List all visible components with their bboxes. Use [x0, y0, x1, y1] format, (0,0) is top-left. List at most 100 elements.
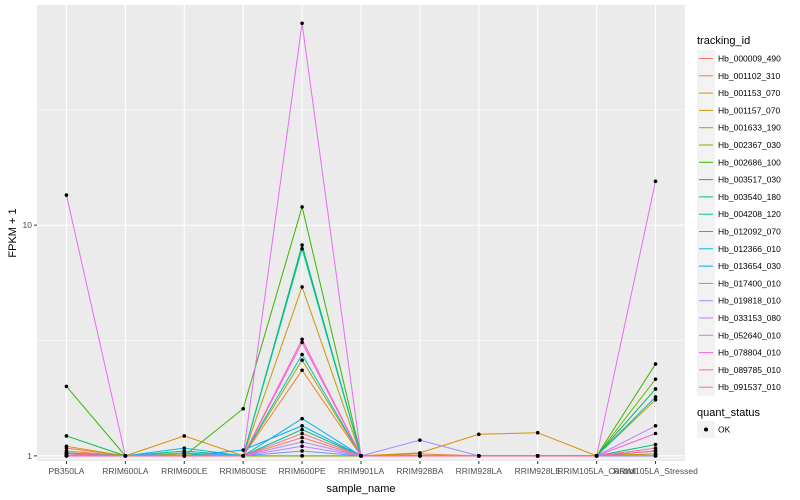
shape-legend-label: OK	[718, 425, 731, 435]
data-point-Hb_000009_490-RRIM600PE	[300, 435, 304, 440]
data-point-Hb_002686_100-RRIM600PE	[300, 205, 304, 209]
legend-item-Hb_000009_490: Hb_000009_490	[697, 50, 781, 67]
x-tick-label: RRIM600SE	[220, 466, 268, 476]
data-point-Hb_091537_010-RRIM105LA_Stressed	[653, 446, 658, 450]
legend-label: Hb_013654_030	[718, 261, 781, 271]
legend-item-Hb_002367_030: Hb_002367_030	[697, 136, 781, 154]
data-point-Hb_052640_010-PB350LA	[64, 193, 69, 197]
legend-label: Hb_033153_080	[718, 313, 781, 323]
data-point-Hb_002686_100-RRIM105LA_Stressed	[653, 362, 658, 366]
legend: tracking_id Hb_000009_490Hb_001102_310Hb…	[697, 35, 781, 438]
data-point-Hb_001153_070-RRIM600LE	[182, 434, 187, 438]
legend-item-Hb_004208_120: Hb_004208_120	[697, 205, 781, 223]
data-point-Hb_003540_180-RRIM600PE	[300, 427, 304, 432]
data-point-Hb_017400_010-RRIM600LE	[182, 451, 187, 455]
data-point-Hb_001153_070-RRIM928BA	[418, 451, 422, 455]
data-point-Hb_033153_080-RRIM600PE	[300, 444, 304, 449]
legend-label: Hb_004208_120	[718, 209, 781, 219]
data-point-Hb_002367_030-RRIM600PE	[300, 454, 304, 458]
data-point-Hb_091537_010-RRIM928LE	[535, 454, 540, 458]
data-point-Hb_091537_010-RRIM901LA	[359, 454, 363, 458]
data-point-Hb_001153_070-RRIM928LE	[535, 430, 540, 435]
y-axis-title: FPKM + 1	[7, 208, 19, 257]
data-point-Hb_091537_010-PB350LA	[64, 452, 69, 456]
legend-item-Hb_013654_030: Hb_013654_030	[697, 257, 781, 275]
legend-item-Hb_078804_010: Hb_078804_010	[697, 344, 781, 362]
data-point-Hb_001633_190-RRIM600PE	[300, 358, 304, 362]
legend-label: Hb_003540_180	[718, 192, 781, 202]
data-points	[64, 21, 658, 458]
data-point-Hb_017400_010-RRIM600PE	[300, 449, 304, 453]
legend-label: Hb_052640_010	[718, 330, 781, 340]
x-tick-label: RRIM901LA	[338, 466, 385, 476]
legend-item-Hb_052640_010: Hb_052640_010	[697, 326, 781, 344]
y-tick-label: 1	[27, 451, 32, 461]
legend-item-Hb_001157_070: Hb_001157_070	[697, 101, 781, 119]
data-point-Hb_013654_030-RRIM600SE	[241, 448, 245, 452]
x-tick-label: PB350LA	[48, 466, 84, 476]
data-point-Hb_012366_010-RRIM600PE	[300, 416, 304, 421]
x-tick-label: RRIM105LA_Control	[557, 466, 636, 476]
legend-label: Hb_019818_010	[718, 296, 781, 306]
data-point-Hb_012092_070-RRIM105LA_Stressed	[653, 395, 658, 399]
data-point-Hb_003517_030-RRIM105LA_Stressed	[653, 387, 658, 391]
legend-item-Hb_019818_010: Hb_019818_010	[697, 292, 781, 310]
legend-item-Hb_001633_190: Hb_001633_190	[697, 119, 781, 137]
legend-label: Hb_001633_190	[718, 123, 781, 133]
data-point-Hb_001102_310-RRIM600PE	[300, 368, 304, 373]
x-tick-label: RRIM105LA_Stressed	[613, 466, 698, 476]
legend-label: Hb_002686_100	[718, 157, 781, 167]
data-point-Hb_052640_010-RRIM105LA_Stressed	[653, 179, 658, 184]
legend-label: Hb_012092_070	[718, 227, 781, 237]
x-tick-label: RRIM928LE	[515, 466, 562, 476]
legend-item-Hb_001153_070: Hb_001153_070	[697, 84, 781, 102]
data-point-Hb_091537_010-RRIM600LA	[123, 454, 128, 458]
legend-label: Hb_001102_310	[718, 71, 781, 81]
data-point-Hb_019818_010-RRIM600PE	[300, 440, 304, 444]
y-axis-ticks: 1 10	[23, 220, 37, 461]
legend-item-Hb_033153_080: Hb_033153_080	[697, 309, 781, 327]
data-point-Hb_001153_070-RRIM928LA	[477, 432, 481, 437]
data-point-Hb_091537_010-RRIM928BA	[418, 454, 422, 458]
shape-legend-point	[704, 427, 708, 432]
legend-item-Hb_017400_010: Hb_017400_010	[697, 274, 781, 292]
legend-label: Hb_003517_030	[718, 175, 781, 185]
legend-item-Hb_012092_070: Hb_012092_070	[697, 223, 781, 240]
data-point-Hb_013654_030-RRIM600PE	[300, 423, 304, 428]
legend-item-Hb_012366_010: Hb_012366_010	[697, 240, 781, 258]
legend-item-Hb_001102_310: Hb_001102_310	[697, 67, 781, 85]
data-point-Hb_001153_070-PB350LA	[64, 444, 69, 449]
legend-label: Hb_012366_010	[718, 244, 781, 254]
data-point-Hb_012366_010-RRIM600LE	[182, 446, 187, 450]
x-tick-label: RRIM600PE	[278, 466, 326, 476]
legend-item-Hb_003540_180: Hb_003540_180	[697, 188, 781, 206]
data-point-Hb_002367_030-RRIM105LA_Stressed	[653, 377, 658, 381]
data-point-Hb_091537_010-RRIM928LA	[477, 454, 481, 458]
legend-item-Hb_002686_100: Hb_002686_100	[697, 153, 781, 171]
data-point-Hb_002686_100-PB350LA	[64, 384, 69, 389]
legend-item-Hb_089785_010: Hb_089785_010	[697, 361, 781, 379]
color-legend-items: Hb_000009_490 Hb_001102_310 Hb_001153_070 H…	[697, 50, 781, 396]
data-point-Hb_004208_120-RRIM600PE	[300, 246, 304, 251]
data-point-Hb_078804_010-RRIM105LA_Stressed	[653, 431, 658, 436]
data-point-Hb_001157_070-RRIM600PE	[300, 285, 304, 289]
data-point-Hb_089785_010-RRIM105LA_Stressed	[653, 449, 658, 453]
data-point-Hb_003517_030-RRIM600PE	[300, 243, 304, 247]
legend-label: Hb_000009_490	[718, 54, 781, 64]
legend-label: Hb_091537_010	[718, 382, 781, 392]
data-point-Hb_033153_080-RRIM105LA_Stressed	[653, 423, 658, 428]
x-axis-title: sample_name	[326, 483, 395, 495]
x-axis-ticks: PB350LA RRIM600LA RRIM600LE RRIM600SE RRIM60…	[48, 461, 698, 476]
data-point-Hb_052640_010-RRIM600PE	[300, 21, 304, 26]
data-point-Hb_003540_180-RRIM105LA_Stressed	[653, 442, 658, 447]
legend-label: Hb_017400_010	[718, 278, 781, 288]
legend-label: Hb_089785_010	[718, 365, 781, 375]
legend-label: Hb_078804_010	[718, 348, 781, 358]
data-point-Hb_019818_010-RRIM928BA	[418, 438, 422, 442]
data-point-Hb_012092_070-RRIM600PE	[300, 352, 304, 357]
data-point-Hb_091537_010-RRIM105LA_Control	[594, 454, 599, 458]
legend-label: Hb_001157_070	[718, 105, 781, 115]
data-point-Hb_001153_070-RRIM105LA_Stressed	[653, 397, 658, 402]
data-point-Hb_078804_010-RRIM600PE	[300, 337, 304, 342]
color-legend-title: tracking_id	[697, 35, 750, 47]
